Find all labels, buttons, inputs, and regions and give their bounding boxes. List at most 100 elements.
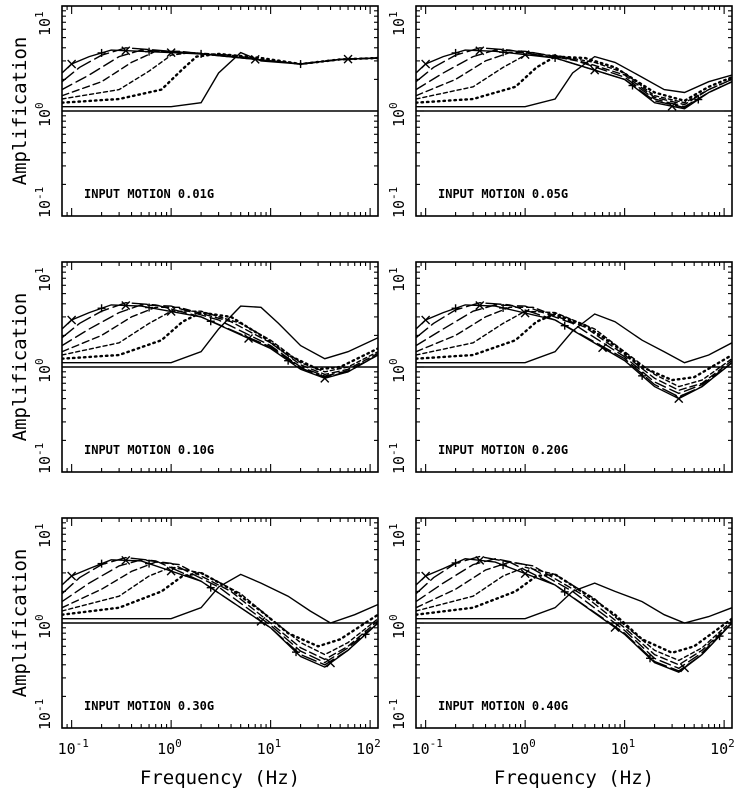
y-tick-label-exp: -1 xyxy=(33,443,46,456)
series-2-line xyxy=(62,311,378,371)
series-4-line xyxy=(416,51,732,106)
series-marker xyxy=(145,559,154,568)
series-3-line xyxy=(416,54,732,104)
y-tick-label-base: 10 xyxy=(36,456,54,474)
y-tick-label: 10-1 xyxy=(387,699,408,730)
x-tick-label-exp: -1 xyxy=(430,737,443,750)
y-tick-label-base: 10 xyxy=(390,621,408,639)
series-7-line xyxy=(416,304,732,400)
series-marker xyxy=(520,569,530,579)
series-4-line xyxy=(62,561,378,661)
curves xyxy=(62,301,378,383)
marker-x-b xyxy=(256,616,266,626)
y-tick-label-base: 10 xyxy=(390,200,408,218)
y-tick-label: 100 xyxy=(33,102,54,127)
curves xyxy=(62,46,378,108)
x-tick-label-exp: 1 xyxy=(275,737,282,750)
y-tick-label: 100 xyxy=(33,358,54,383)
series-3-line xyxy=(416,310,732,388)
series-5-line xyxy=(62,49,378,91)
y-tick-label-base: 10 xyxy=(36,18,54,36)
series-marker xyxy=(680,663,690,673)
y-axis-title-middle: Amplification xyxy=(9,293,31,442)
y-tick-label-exp: 1 xyxy=(387,267,400,274)
series-marker xyxy=(475,555,485,565)
series-1-line xyxy=(62,573,378,624)
y-tick-label-exp: 0 xyxy=(387,614,400,621)
y-tick-label-exp: 1 xyxy=(33,11,46,18)
marker-x-b xyxy=(598,343,608,353)
y-axis-title-bottom: Amplification xyxy=(9,549,31,698)
marker-x-b xyxy=(166,48,176,58)
y-tick-label-exp: 1 xyxy=(387,11,400,18)
y-tick-label-exp: -1 xyxy=(33,187,46,200)
marker-x-b xyxy=(475,46,485,56)
y-tick-label-base: 10 xyxy=(390,712,408,730)
series-marker xyxy=(451,304,460,313)
series-4-line xyxy=(62,306,378,376)
series-5-line xyxy=(62,304,378,377)
marker-x-b xyxy=(421,315,431,325)
y-tick-label: 100 xyxy=(387,102,408,127)
y-tick-label-exp: 1 xyxy=(387,523,400,530)
x-tick-label: 10 -1 xyxy=(58,737,89,758)
series-marker xyxy=(97,559,106,568)
series-marker xyxy=(667,101,677,111)
series-5-line xyxy=(416,49,732,108)
marker-x-b xyxy=(421,571,431,581)
y-tick-label-base: 10 xyxy=(390,530,408,548)
x-tick-label-exp: -1 xyxy=(76,737,89,750)
series-marker xyxy=(145,47,154,56)
y-tick-label-base: 10 xyxy=(36,109,54,127)
series-marker xyxy=(451,48,460,57)
x-tick-label-base: 10 xyxy=(157,740,175,758)
marker-x-b xyxy=(121,301,131,311)
y-tick-label: 101 xyxy=(33,523,54,548)
series-marker xyxy=(499,48,508,57)
x-tick-label: 10 1 xyxy=(611,737,636,758)
y-tick-label: 101 xyxy=(387,11,408,36)
x-tick-label: 10 1 xyxy=(257,737,282,758)
y-tick-label: 101 xyxy=(33,11,54,36)
series-marker xyxy=(121,555,131,565)
series-marker xyxy=(320,373,330,383)
series-marker xyxy=(598,343,608,353)
marker-x-b xyxy=(343,54,353,64)
series-marker xyxy=(610,622,620,632)
series-7-line xyxy=(416,557,732,673)
y-tick-label-base: 10 xyxy=(36,621,54,639)
x-tick-label-exp: 0 xyxy=(529,737,536,750)
y-tick-label: 100 xyxy=(33,614,54,639)
series-marker xyxy=(284,356,293,365)
y-tick-label-exp: -1 xyxy=(33,699,46,712)
y-tick-label-base: 10 xyxy=(390,109,408,127)
marker-x-b xyxy=(667,101,677,111)
x-tick-label-base: 10 xyxy=(257,740,275,758)
y-tick-label-exp: 0 xyxy=(387,102,400,109)
series-5-line xyxy=(416,304,732,395)
series-1-line xyxy=(416,313,732,364)
x-tick-label-exp: 1 xyxy=(629,737,636,750)
x-tick-label: 10 0 xyxy=(511,737,536,758)
y-tick-label-exp: 0 xyxy=(33,102,46,109)
marker-x-b xyxy=(520,569,530,579)
series-marker xyxy=(97,48,106,57)
series-marker xyxy=(499,561,508,570)
marker-x-b xyxy=(121,46,131,56)
series-marker xyxy=(421,571,431,581)
marker-x-b xyxy=(244,333,254,343)
y-tick-label-exp: 1 xyxy=(33,523,46,530)
y-tick-label-base: 10 xyxy=(36,712,54,730)
series-marker xyxy=(421,315,431,325)
y-tick-label: 10-1 xyxy=(33,443,54,474)
y-tick-label: 101 xyxy=(387,267,408,292)
panel-label: INPUT MOTION 0.05G xyxy=(438,187,568,201)
series-2-line xyxy=(416,55,732,104)
series-marker xyxy=(499,303,508,312)
series-marker xyxy=(296,60,305,69)
x-tick-label-base: 10 xyxy=(356,740,374,758)
